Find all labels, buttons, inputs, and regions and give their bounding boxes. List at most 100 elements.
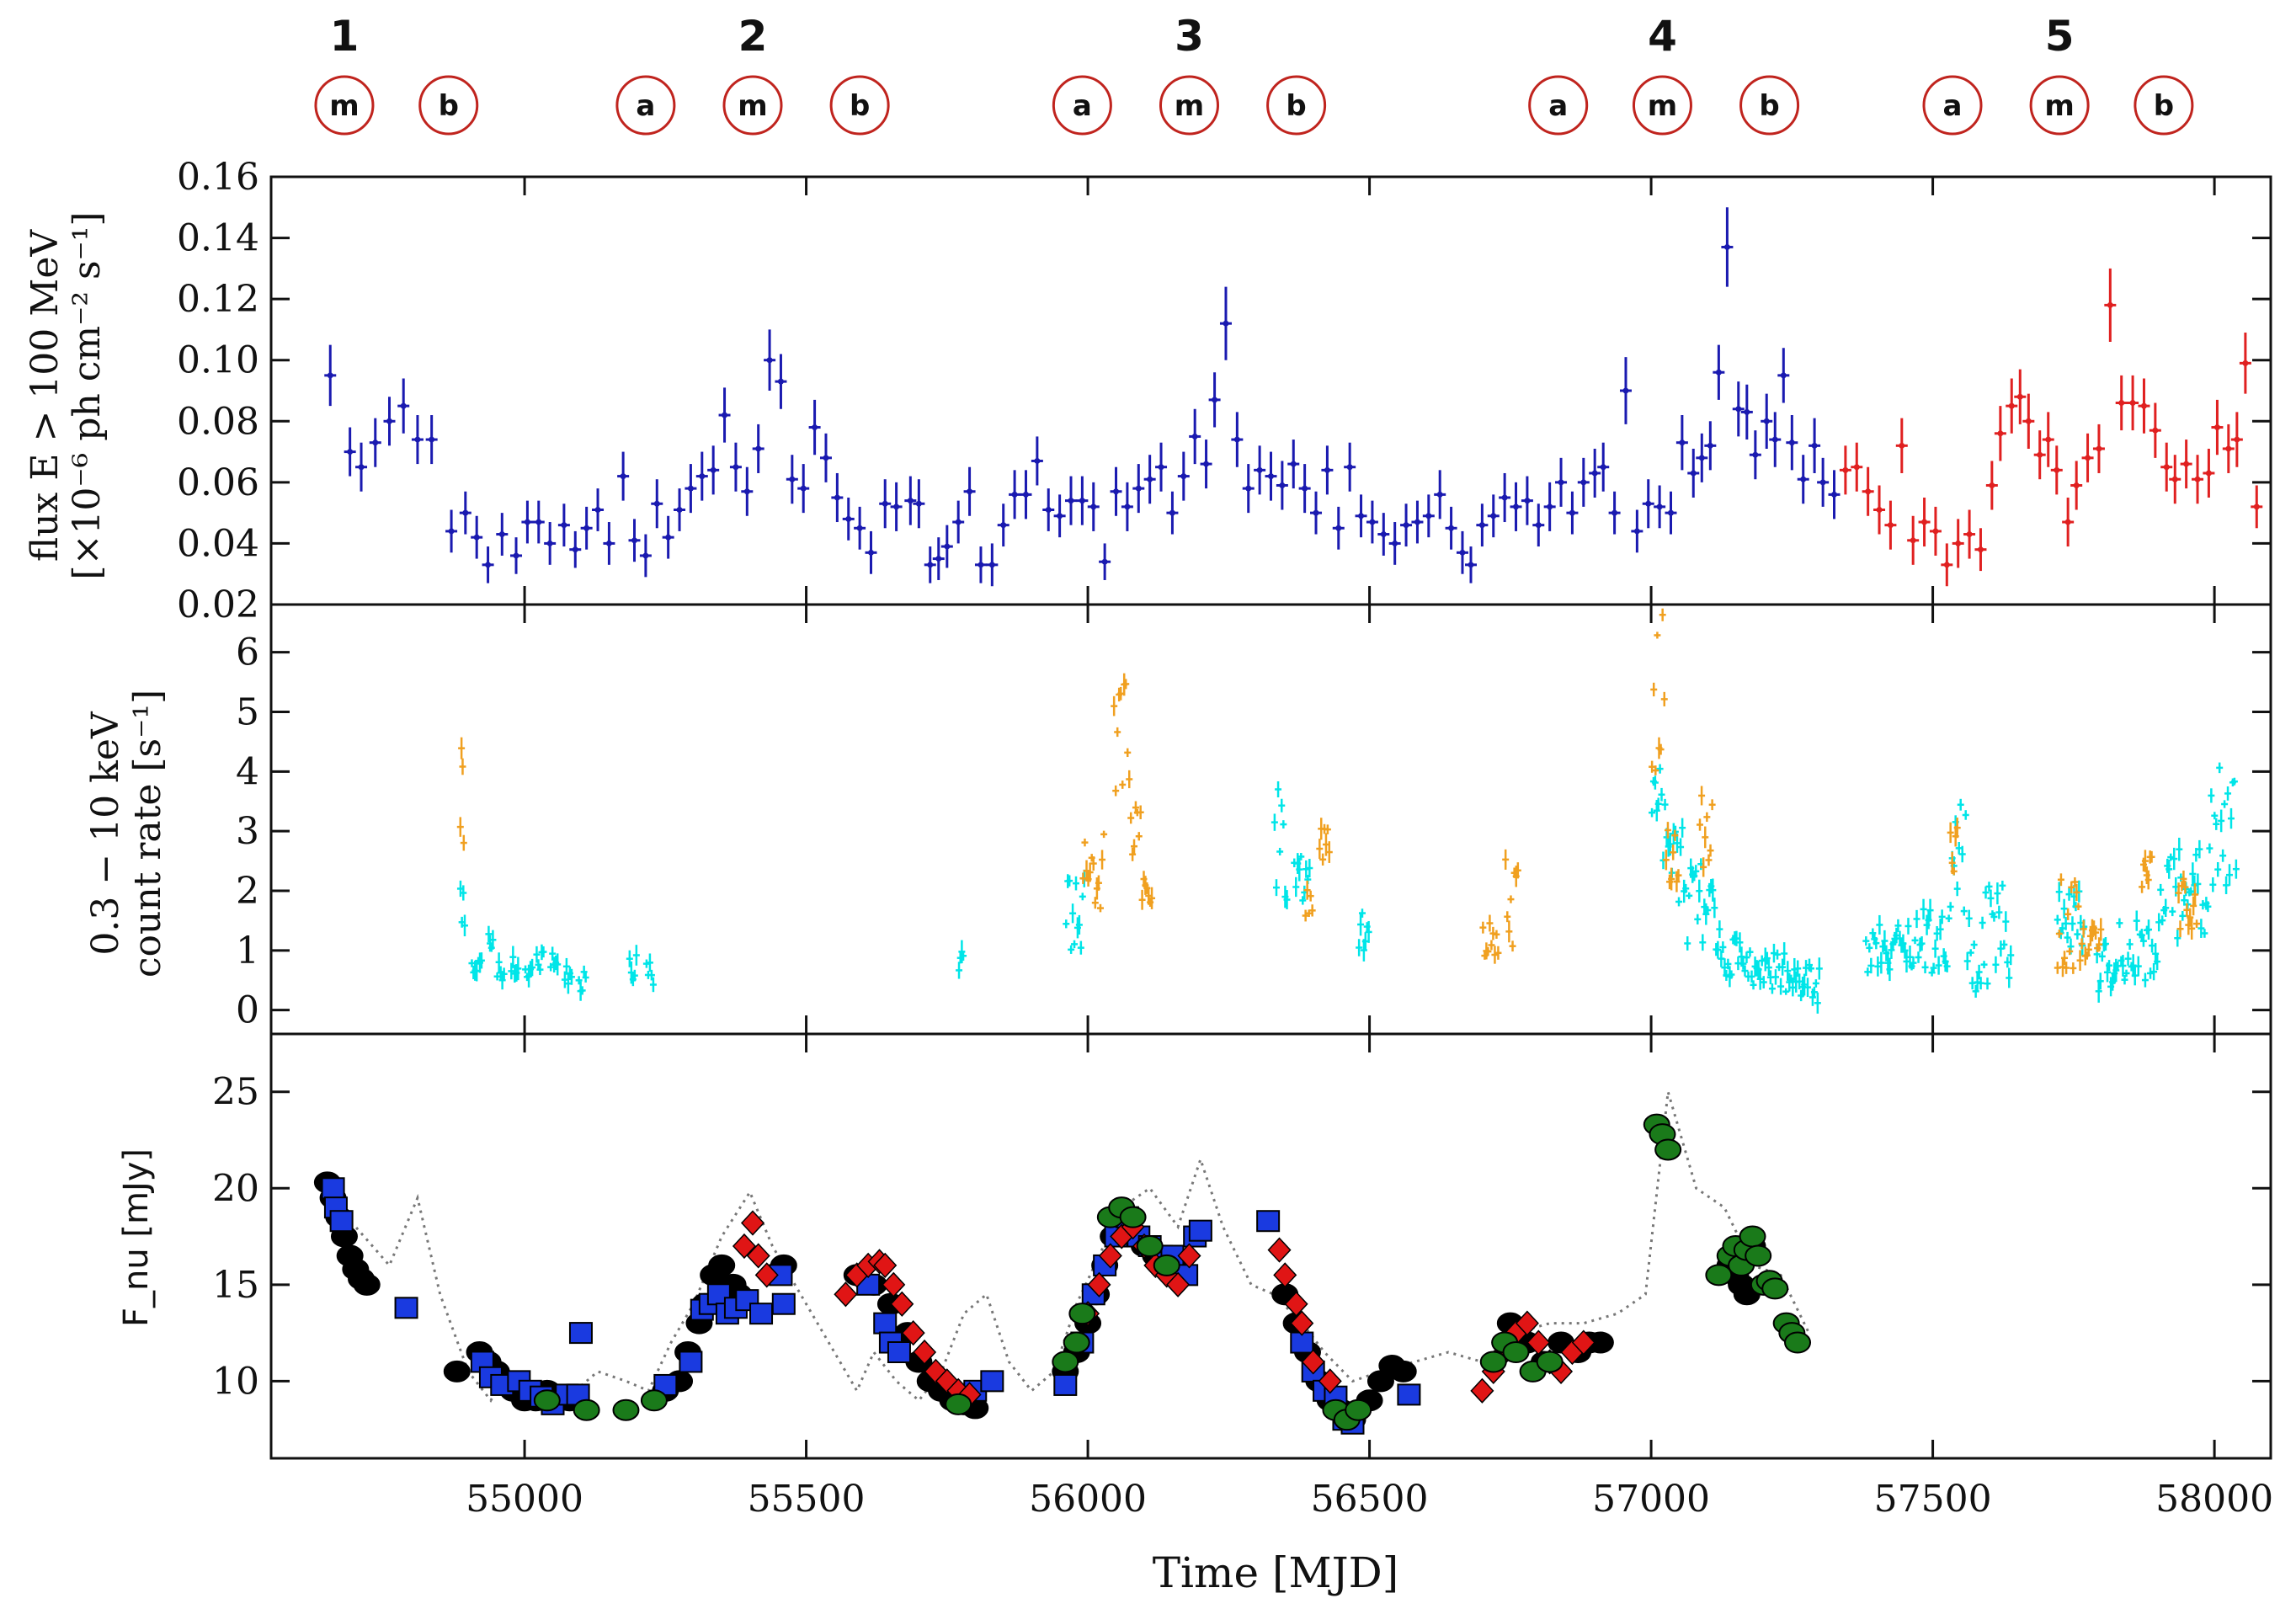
optical-point-square [568,1322,593,1345]
gamma-data-point [1952,519,1964,568]
gamma-data-point [952,500,965,544]
gamma-data-point [1087,482,1100,531]
optical-point-diamond [890,1291,914,1317]
y-tick-label: 6 [236,631,259,674]
phase-number: 3 [1175,12,1204,61]
y-tick-label: 1 [236,930,259,972]
phase-letter-marker: b [1739,75,1800,136]
optical-point-diamond [1284,1291,1308,1317]
optical-point-diamond [1526,1329,1551,1356]
phase-letter-marker: b [418,75,479,136]
xray-data-cluster [1696,786,1716,877]
gamma-data-point [1031,436,1043,486]
optical-point-circle [640,1389,668,1412]
optical-point-circle [945,1393,972,1415]
gamma-data-point [865,530,877,574]
optical-point-diamond [1470,1377,1494,1404]
gamma-data-point [1929,506,1942,556]
gamma-data-point [685,464,697,514]
optical-point-diamond [1301,1349,1325,1375]
gamma-data-point [1862,466,1874,516]
gamma-data-point [1465,546,1477,583]
x-tick-label: 56000 [1029,1478,1147,1521]
gamma-data-point [890,482,903,531]
gamma-data-point [1366,500,1378,544]
gamma-data-point [1687,448,1700,498]
gamma-data-point [1555,457,1568,507]
gamma-data-point [674,488,686,531]
xray-data-cluster [468,952,485,982]
gamma-data-point [2014,369,2027,424]
gamma-data-point [1566,491,1579,535]
gamma-data-point [1532,503,1545,547]
x-tick-label: 57500 [1874,1478,1992,1521]
phase-letter-marker: b [1266,75,1327,136]
optical-point-square [1188,1219,1212,1242]
gamma-data-point [1411,500,1424,544]
optical-point-square [329,1210,354,1233]
optical-point-square [321,1177,345,1200]
gamma-data-point [1521,476,1533,525]
optical-point-circle [1119,1206,1147,1228]
optical-point-circle [1389,1360,1417,1383]
gamma-data-point [2033,430,2046,480]
gamma-data-point [1631,509,1643,553]
panel-frame [269,1032,2272,1460]
xray-data-cluster [1716,920,1755,988]
optical-point-square [1256,1210,1281,1233]
gamma-data-point [2239,333,2251,394]
phase-number: 2 [738,12,768,61]
svg-text:m: m [1648,89,1677,123]
gamma-data-point [1143,455,1156,504]
y-tick-label: 0.16 [177,156,259,199]
gamma-data-point [2050,445,2063,495]
y-tick-label: 10 [212,1360,259,1403]
gamma-data-point [786,455,798,504]
gamma-data-point [831,472,844,523]
optical-point-diamond [754,1262,779,1288]
svg-text:a: a [636,89,655,123]
xray-data-cluster [575,965,589,1001]
y-tick-label: 5 [236,691,259,734]
optical-point-square [887,1341,911,1363]
y-tick-label: 0.14 [177,217,259,260]
gamma-data-point [2203,448,2215,498]
gamma-data-point [1445,506,1457,550]
xray-data-cluster [1316,818,1333,866]
xray-data-cluster [2093,937,2122,1003]
optical-point-square [679,1351,703,1373]
y-tick-label: 20 [212,1167,259,1210]
y-tick-label: 15 [212,1264,259,1307]
xray-data-cluster [1662,822,1682,892]
svg-text:m: m [738,89,767,123]
gamma-data-point [997,503,1009,547]
xray-data-cluster [1479,914,1502,964]
optical-point-circle [1068,1303,1096,1325]
gamma-data-point [1654,485,1666,529]
gamma-data-point [1219,286,1232,360]
xray-data-cluster [2076,918,2105,971]
optical-point-circle [1654,1138,1682,1161]
xray-data-cluster [485,925,497,952]
gamma-data-point [2042,412,2054,467]
gamma-data-point [1200,440,1212,489]
gamma-data-point [1608,491,1621,535]
gamma-data-point [1332,506,1345,550]
gamma-data-point [2006,378,2018,434]
gamma-data-point [2104,268,2117,342]
optical-point-diamond [746,1243,770,1269]
gamma-data-point [2070,461,2083,510]
xray-data-cluster [2206,762,2240,894]
gamma-data-point [1476,503,1489,547]
gamma-data-point [1797,455,1809,504]
gamma-data-point [2192,455,2204,504]
optical-point-circle [1739,1225,1766,1248]
x-tick-label: 55000 [466,1478,583,1521]
gamma-data-point [808,399,821,456]
gamma-data-point [1076,476,1089,525]
svg-text:m: m [1175,89,1204,123]
xray-data-cluster [2175,870,2201,940]
gamma-data-point [369,418,381,467]
gamma-data-point [1675,415,1688,471]
phase-letter-marker: a [1052,75,1112,136]
